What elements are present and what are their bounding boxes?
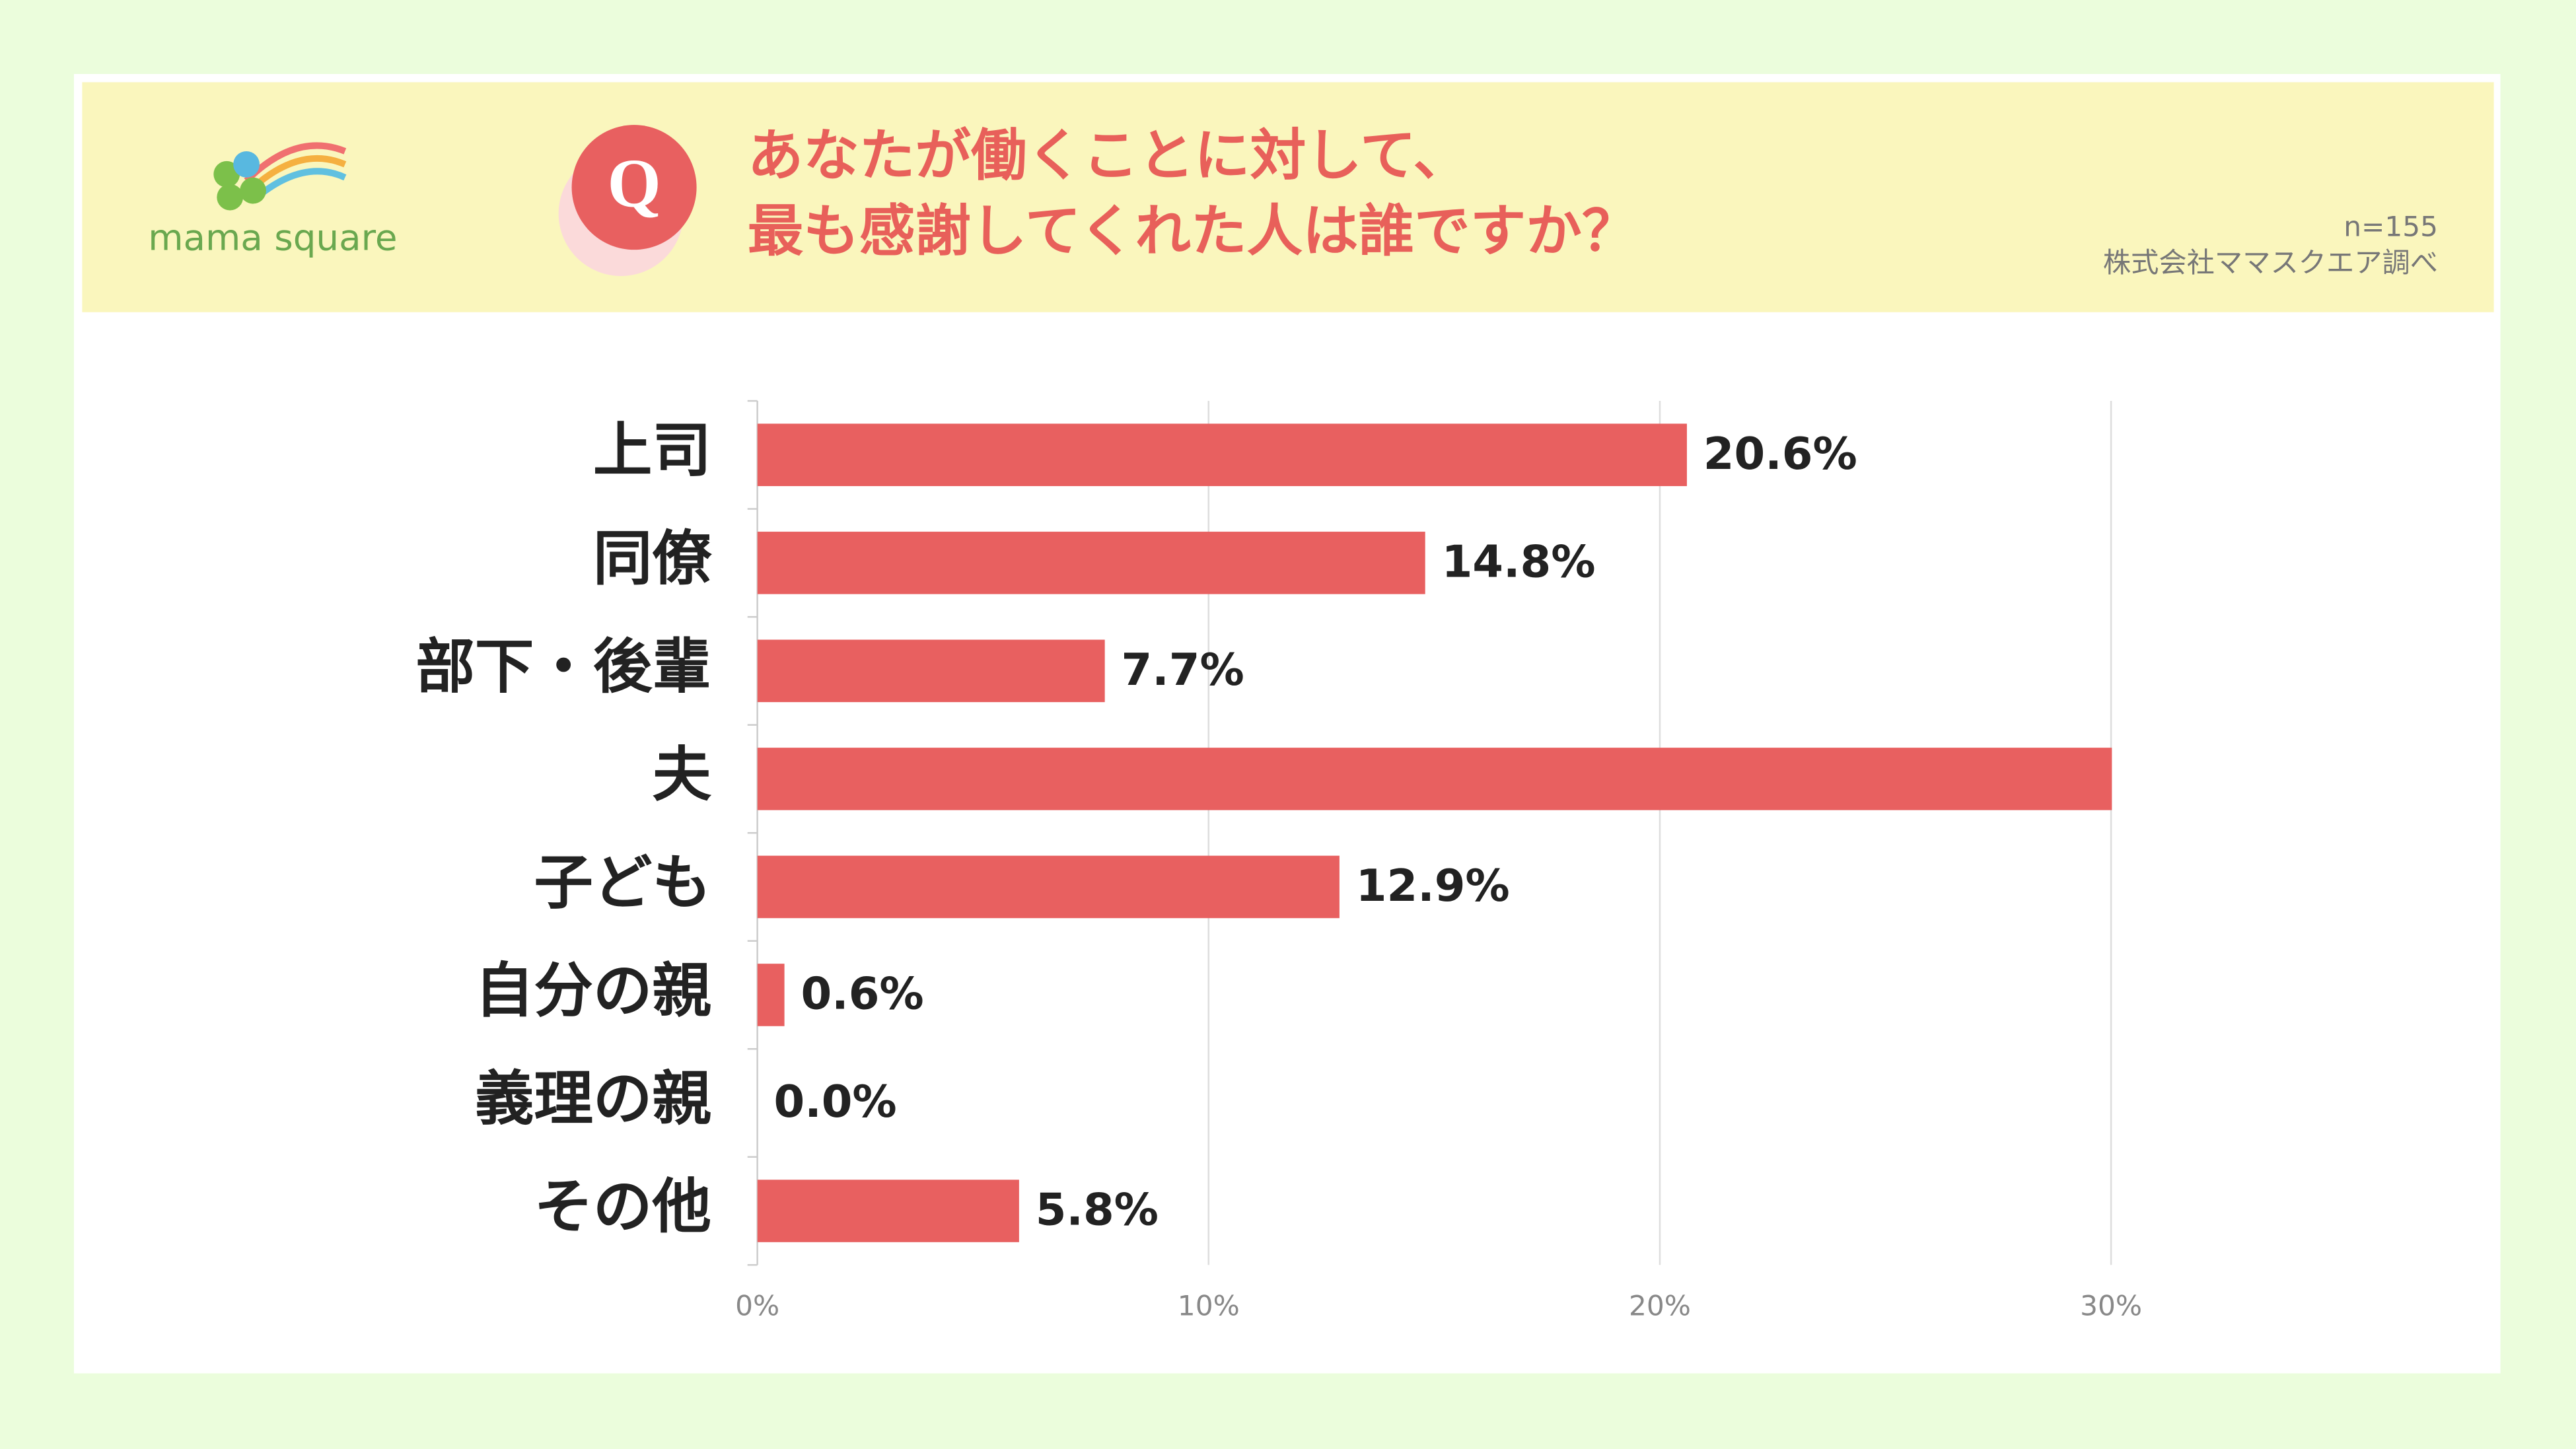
source: 株式会社ママスクエア調べ xyxy=(2103,246,2438,279)
value-label: 20.6% xyxy=(1703,428,1857,479)
y-tick-label: 上司 xyxy=(593,417,711,485)
value-label: 12.9% xyxy=(1356,860,1510,911)
title: あなたが働くことに対して、 xyxy=(748,123,1469,188)
y-tick-label: その他 xyxy=(534,1173,711,1242)
value-label: 5.8% xyxy=(1036,1184,1159,1236)
logo xyxy=(213,142,347,211)
title: 最も感謝してくれた人は誰ですか？ xyxy=(748,199,1638,264)
bar xyxy=(757,639,1105,703)
y-tick-label: 同僚 xyxy=(593,525,713,594)
value-label: 0.0% xyxy=(773,1076,896,1127)
y-tick-label: 部下・後輩 xyxy=(415,633,711,701)
bar xyxy=(757,964,785,1026)
bar xyxy=(757,1180,1019,1242)
x-tick-label: 30% xyxy=(2080,1289,2142,1322)
bar xyxy=(757,748,2112,810)
y-tick-label: 子ども xyxy=(534,849,711,917)
value-label: 14.8% xyxy=(1442,536,1596,587)
brand: mama square xyxy=(148,216,397,258)
y-tick-label: 夫 xyxy=(652,741,711,810)
x-tick-label: 20% xyxy=(1629,1289,1691,1322)
header xyxy=(82,82,2494,312)
bar xyxy=(757,855,1340,919)
note: n=155 xyxy=(2343,210,2438,242)
y-tick-label: 自分の親 xyxy=(475,957,711,1026)
badge xyxy=(571,125,697,250)
bar xyxy=(757,423,1687,487)
bar xyxy=(757,532,1425,594)
y-tick-label: 義理の親 xyxy=(475,1065,711,1133)
x-tick-label: 0% xyxy=(735,1289,779,1322)
x-tick-label: 10% xyxy=(1178,1289,1240,1322)
value-label: 7.7% xyxy=(1122,644,1244,695)
badge-label: Q xyxy=(607,145,661,222)
value-label: 0.6% xyxy=(801,968,923,1019)
